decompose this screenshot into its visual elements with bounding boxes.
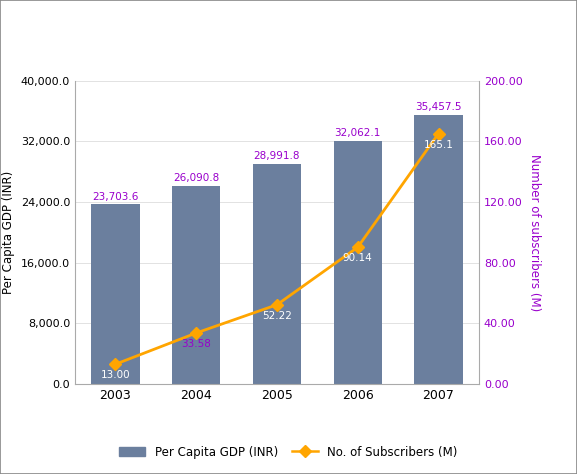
Text: 23,703.6: 23,703.6	[92, 191, 138, 201]
Y-axis label: Number of subscribers (M): Number of subscribers (M)	[528, 154, 541, 311]
Text: (A)1,(2): (A)1,(2)	[84, 45, 123, 54]
Legend: Per Capita GDP (INR), No. of Subscribers (M): Per Capita GDP (INR), No. of Subscribers…	[114, 441, 463, 464]
Bar	[414, 115, 463, 384]
Text: 35,457.5: 35,457.5	[415, 102, 462, 112]
Text: 33.58: 33.58	[181, 339, 211, 349]
Text: 28,991.8: 28,991.8	[254, 151, 300, 162]
Text: 52.22: 52.22	[262, 311, 292, 321]
Text: Exhibit 1:  Mobile Subscribers and Per Capita GDP in India: Exhibit 1: Mobile Subscribers and Per Ca…	[13, 19, 448, 32]
Bar	[334, 141, 382, 384]
Text: 26,090.8: 26,090.8	[173, 173, 219, 183]
Text: 90.14: 90.14	[343, 253, 373, 263]
Text: 13.00: 13.00	[100, 370, 130, 380]
Bar	[172, 186, 220, 384]
Text: 165.1: 165.1	[424, 139, 454, 150]
Bar	[91, 204, 140, 384]
Text: 32,062.1: 32,062.1	[335, 128, 381, 138]
Bar	[253, 164, 301, 384]
Y-axis label: Per Capita GDP (INR): Per Capita GDP (INR)	[2, 171, 15, 294]
Text: (2003–2007): (2003–2007)	[13, 45, 105, 57]
